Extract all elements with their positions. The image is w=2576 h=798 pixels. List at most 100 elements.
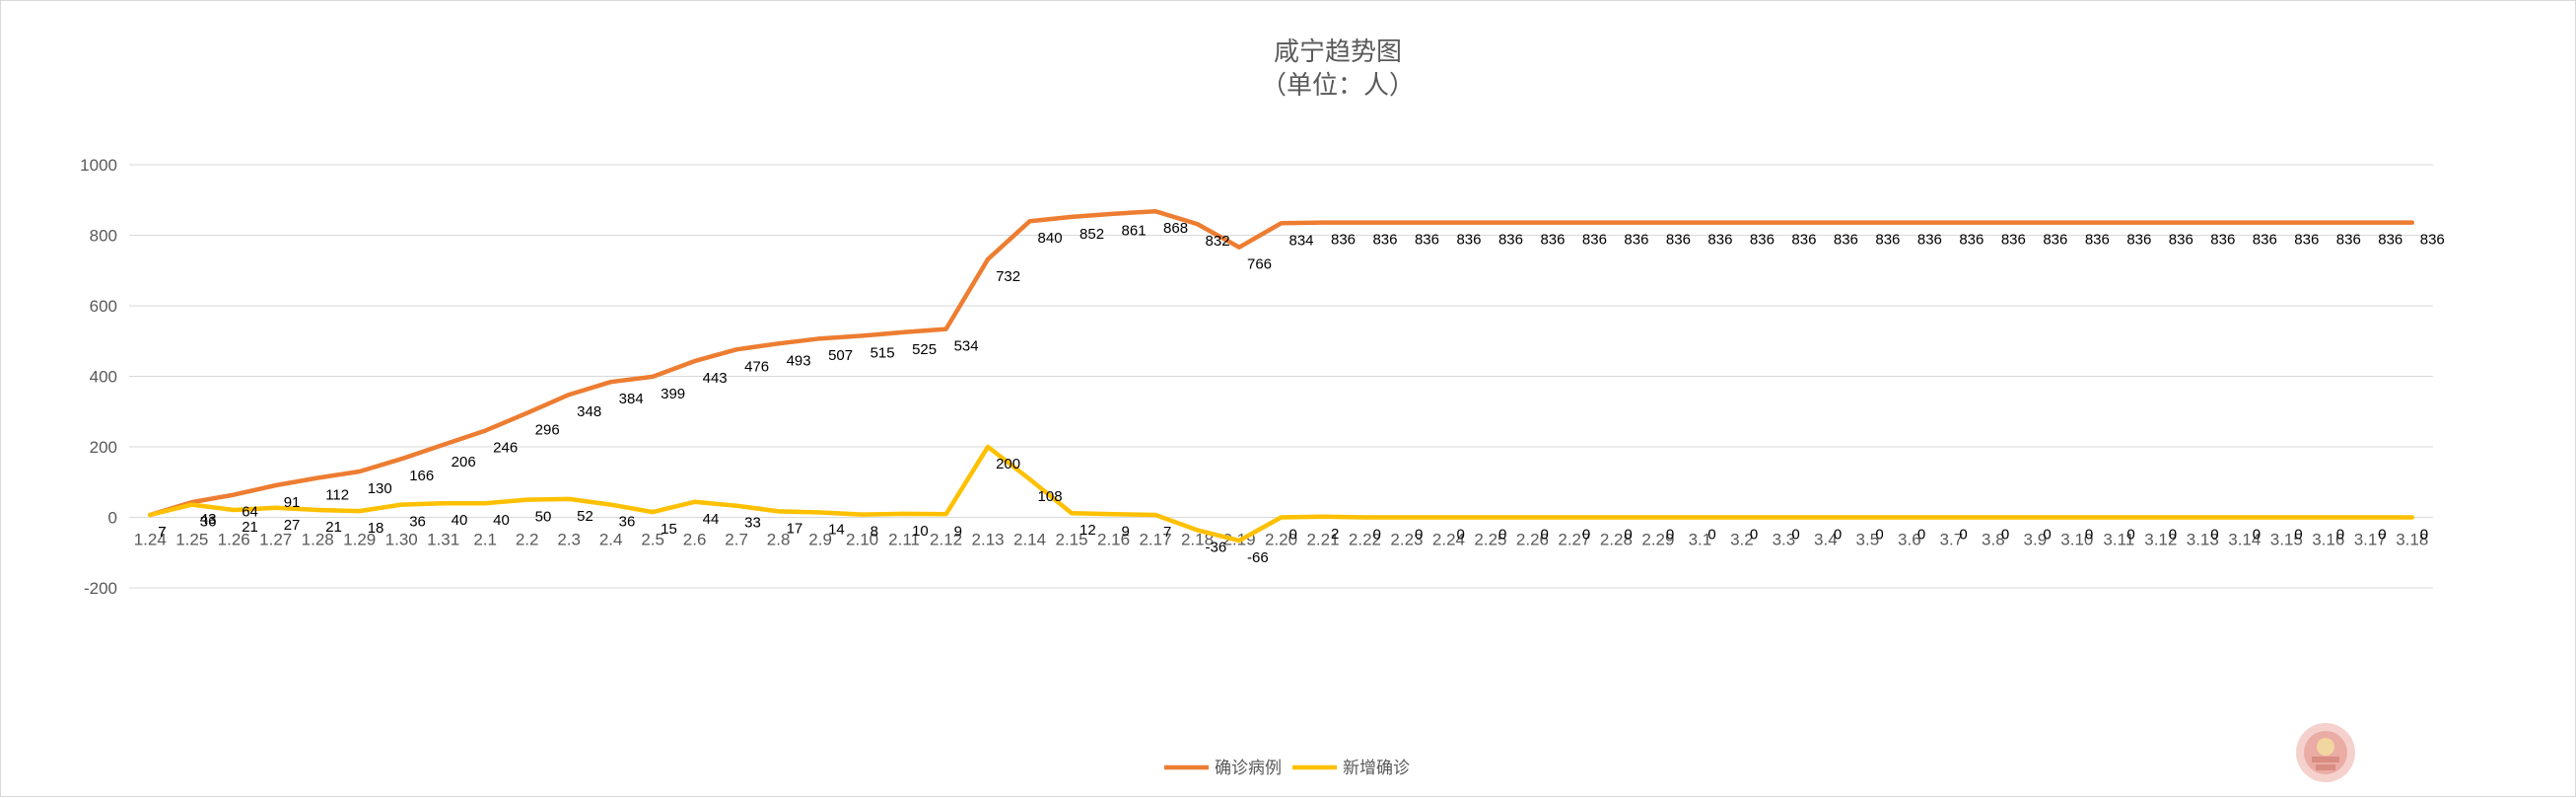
x-tick-label: 2.28 [1600,531,1633,549]
data-label: 0 [2043,527,2051,544]
data-label: 443 [703,370,728,387]
x-tick-label: 2.6 [683,531,707,549]
data-label: 0 [1289,527,1297,544]
data-label: 9 [1122,523,1130,540]
data-label: 836 [1834,232,1858,249]
data-label: 836 [1917,232,1942,249]
x-tick-label: 1.26 [218,531,250,549]
data-label: 836 [2253,232,2277,249]
series-line-2 [147,444,2415,544]
data-label: 0 [2210,527,2218,544]
y-axis: -200 0 200 400 600 800 1000 [80,156,117,598]
data-label: 0 [2169,527,2177,544]
x-tick-label: 2.9 [808,531,832,549]
x-tick-label: 2.22 [1349,531,1381,549]
data-label: 836 [1456,232,1481,249]
data-label: 43 [200,511,217,528]
data-label: 836 [2294,232,2319,249]
data-label: 52 [577,508,593,525]
data-label: 14 [828,521,845,538]
data-label: 0 [1917,527,1925,544]
data-label: 36 [619,514,636,531]
data-label: 525 [912,341,937,358]
x-tick-label: 2.14 [1013,531,1046,549]
data-label: 732 [996,268,1020,285]
data-label: 206 [452,454,476,471]
data-label: 836 [1750,232,1775,249]
data-label: 836 [1582,232,1607,249]
x-tick-label: 3.12 [2144,531,2177,549]
data-label: 0 [1456,527,1464,544]
data-label: 0 [2378,527,2386,544]
x-tick-label: 2.20 [1265,531,1297,549]
data-label: 868 [1163,220,1188,237]
x-tick-label: 3.1 [1689,531,1712,549]
y-tick-label: 600 [90,297,117,316]
data-label: 9 [954,523,962,540]
data-label: 130 [368,480,392,497]
x-tick-label: 2.3 [557,531,581,549]
x-tick-label: 2.26 [1516,531,1549,549]
x-tick-label: 2.2 [516,531,539,549]
data-label: 200 [996,456,1020,472]
data-label: 0 [1624,527,1632,544]
x-tick-label: 3.9 [2024,531,2048,549]
x-tick-label: 2.1 [473,531,497,549]
data-label: 0 [1498,527,1506,544]
data-label: 836 [1540,232,1565,249]
series-line-1 [147,208,2415,518]
x-tick-label: 3.3 [1773,531,1796,549]
data-label: 836 [1372,232,1397,249]
data-label: 64 [242,504,258,521]
data-label: 36 [200,514,217,531]
legend[interactable]: 确诊病例 新增确诊 [1164,759,1410,778]
y-tick-label: 200 [90,438,117,457]
data-label: 507 [828,347,853,364]
legend-entry[interactable]: 确诊病例 [1215,759,1282,778]
x-tick-label: 3.5 [1856,531,1880,549]
x-tick-label: 2.23 [1390,531,1423,549]
x-tick-label: 2.29 [1641,531,1674,549]
data-labels: 7 43 64 91 112 130 166 206 246 296 348 384 399 443 476… [158,220,2445,566]
data-label: 836 [2420,232,2445,249]
data-label: 836 [1666,232,1691,249]
data-label: 399 [661,386,685,402]
y-tick-label: 0 [108,509,117,528]
data-label: 836 [1875,232,1900,249]
x-tick-label: 3.15 [2270,531,2303,549]
data-label: 836 [2169,232,2193,249]
x-tick-label: 2.16 [1097,531,1130,549]
x-tick-label: 2.11 [888,531,920,549]
x-tick-label: 3.17 [2354,531,2387,549]
data-label: 0 [1582,527,1590,544]
data-label: 18 [368,520,384,537]
data-label: 836 [1498,232,1523,249]
legend-entry[interactable]: 新增确诊 [1343,759,1410,778]
data-label: 0 [1540,527,1548,544]
data-label: 17 [787,520,803,537]
data-label: 50 [535,509,552,526]
data-label: 836 [1331,232,1356,249]
x-tick-label: 3.4 [1814,531,1838,549]
data-label: 0 [2336,527,2344,544]
data-label: 0 [1666,527,1674,544]
data-label: 0 [1707,527,1715,544]
x-tick-label: 2.25 [1474,531,1506,549]
data-label: 0 [1875,527,1883,544]
gridlines [129,164,2433,589]
x-tick-label: 1.30 [385,531,418,549]
data-label: -36 [1206,539,1227,555]
data-label: 27 [284,517,301,534]
data-label: 515 [870,344,895,361]
x-tick-label: 1.31 [427,531,459,549]
x-tick-label: 3.6 [1898,531,1921,549]
data-label: 836 [1624,232,1648,249]
data-label: 33 [744,515,761,532]
x-tick-label: 2.18 [1181,531,1214,549]
data-label: 91 [284,494,301,511]
data-label: 0 [1959,527,1967,544]
data-label: 10 [912,523,929,540]
x-tick-label: 2.24 [1432,531,1465,549]
